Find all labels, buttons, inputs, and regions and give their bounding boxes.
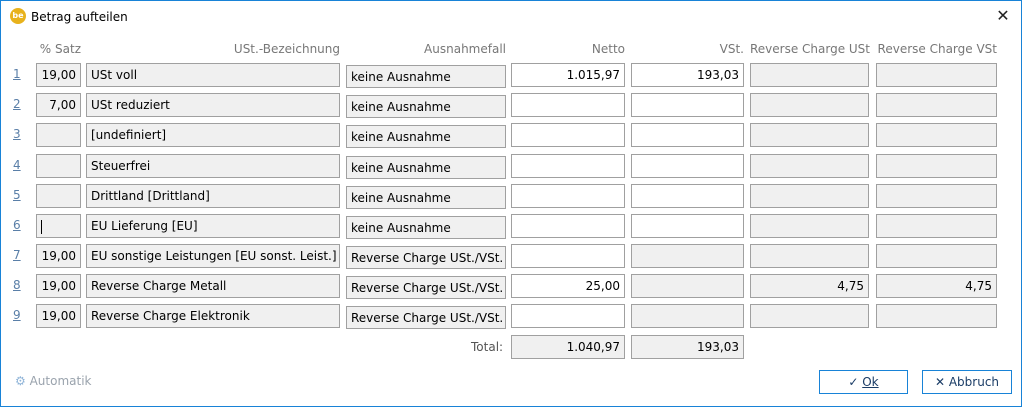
- field-ausnahme[interactable]: keine Ausnahme: [346, 65, 506, 88]
- field-bezeichnung: EU sonstige Leistungen [EU sonst. Leist.…: [86, 244, 340, 268]
- field-vst[interactable]: 193,03: [631, 63, 744, 87]
- field-rc-ust: [750, 244, 869, 268]
- field-netto[interactable]: [511, 214, 625, 238]
- header-netto: Netto: [591, 42, 625, 56]
- field-rc-vst: [876, 123, 997, 147]
- field-rc-ust: [750, 184, 869, 208]
- header-rc-ust: Reverse Charge USt: [749, 42, 870, 56]
- ok-label: Ok: [862, 375, 879, 389]
- header-satz: % Satz: [39, 42, 81, 56]
- cancel-x-icon: ✕: [934, 375, 946, 389]
- automatik-gear-icon: ⚙: [15, 374, 26, 388]
- field-netto[interactable]: [511, 304, 625, 328]
- field-vst: [631, 274, 744, 298]
- field-satz[interactable]: [36, 154, 81, 178]
- field-vst: [631, 244, 744, 268]
- field-ausnahme[interactable]: Reverse Charge USt./VSt.: [346, 246, 506, 269]
- field-rc-ust: [750, 214, 869, 238]
- check-icon: ✓: [848, 375, 859, 389]
- field-rc-vst: [876, 93, 997, 117]
- field-ausnahme[interactable]: keine Ausnahme: [346, 95, 506, 118]
- abbruch-button[interactable]: ✕ Abbruch: [922, 370, 1012, 394]
- row-index-link[interactable]: 3: [13, 127, 21, 141]
- header-vst: VSt.: [719, 42, 744, 56]
- field-rc-vst: [876, 184, 997, 208]
- text-caret: [41, 219, 42, 234]
- field-bezeichnung: USt reduziert: [86, 93, 340, 117]
- field-netto[interactable]: [511, 93, 625, 117]
- abbruch-label: Abbruch: [948, 375, 1000, 389]
- app-logo-icon: be: [10, 8, 26, 24]
- header-ausnahme: Ausnahmefall: [424, 42, 506, 56]
- field-rc-ust: [750, 93, 869, 117]
- row-index-link[interactable]: 4: [13, 158, 21, 172]
- field-ausnahme[interactable]: Reverse Charge USt./VSt.: [346, 306, 506, 329]
- field-netto[interactable]: [511, 184, 625, 208]
- field-ausnahme[interactable]: keine Ausnahme: [346, 216, 506, 239]
- field-bezeichnung: Drittland [Drittland]: [86, 184, 340, 208]
- automatik-label: Automatik: [29, 374, 92, 388]
- header-bezeichnung: USt.-Bezeichnung: [233, 42, 340, 56]
- field-rc-vst: 4,75: [876, 274, 997, 298]
- field-netto[interactable]: [511, 154, 625, 178]
- automatik-button[interactable]: ⚙ Automatik: [15, 374, 92, 388]
- field-bezeichnung: [undefiniert]: [86, 123, 340, 147]
- field-rc-ust: [750, 123, 869, 147]
- row-index-link[interactable]: 9: [13, 308, 21, 322]
- close-icon[interactable]: ✕: [996, 6, 1010, 25]
- header-rc-vst: Reverse Charge VSt: [877, 42, 997, 56]
- field-satz[interactable]: 19,00: [36, 63, 81, 87]
- field-satz[interactable]: 19,00: [36, 274, 81, 298]
- ok-button[interactable]: ✓ Ok: [819, 370, 908, 394]
- field-vst[interactable]: [631, 93, 744, 117]
- field-rc-ust: 4,75: [750, 274, 869, 298]
- field-vst[interactable]: [631, 184, 744, 208]
- total-vst: 193,03: [631, 335, 744, 359]
- row-index-link[interactable]: 1: [13, 67, 21, 81]
- field-rc-ust: [750, 154, 869, 178]
- field-netto[interactable]: 25,00: [511, 274, 625, 298]
- row-index-link[interactable]: 6: [13, 218, 21, 232]
- field-ausnahme[interactable]: Reverse Charge USt./VSt.: [346, 276, 506, 299]
- field-vst[interactable]: [631, 214, 744, 238]
- field-satz[interactable]: [36, 184, 81, 208]
- total-label: Total:: [471, 340, 504, 354]
- field-satz[interactable]: [36, 214, 81, 238]
- field-bezeichnung: EU Lieferung [EU]: [86, 214, 340, 238]
- field-ausnahme[interactable]: keine Ausnahme: [346, 186, 506, 209]
- field-ausnahme[interactable]: keine Ausnahme: [346, 125, 506, 148]
- field-rc-vst: [876, 214, 997, 238]
- total-netto: 1.040,97: [511, 335, 625, 359]
- field-bezeichnung: Steuerfrei: [86, 154, 340, 178]
- field-bezeichnung: USt voll: [86, 63, 340, 87]
- field-satz[interactable]: 19,00: [36, 244, 81, 268]
- field-netto[interactable]: [511, 244, 625, 268]
- field-netto[interactable]: [511, 123, 625, 147]
- row-index-link[interactable]: 2: [13, 97, 21, 111]
- field-rc-ust: [750, 63, 869, 87]
- field-rc-vst: [876, 154, 997, 178]
- field-rc-ust: [750, 304, 869, 328]
- field-satz[interactable]: 7,00: [36, 93, 81, 117]
- field-netto[interactable]: 1.015,97: [511, 63, 625, 87]
- field-vst[interactable]: [631, 123, 744, 147]
- field-vst[interactable]: [631, 154, 744, 178]
- field-rc-vst: [876, 63, 997, 87]
- field-vst: [631, 304, 744, 328]
- field-bezeichnung: Reverse Charge Elektronik: [86, 304, 340, 328]
- field-rc-vst: [876, 244, 997, 268]
- field-bezeichnung: Reverse Charge Metall: [86, 274, 340, 298]
- row-index-link[interactable]: 8: [13, 278, 21, 292]
- row-index-link[interactable]: 7: [13, 248, 21, 262]
- field-ausnahme[interactable]: keine Ausnahme: [346, 156, 506, 179]
- field-rc-vst: [876, 304, 997, 328]
- field-satz[interactable]: [36, 123, 81, 147]
- row-index-link[interactable]: 5: [13, 188, 21, 202]
- window-title: Betrag aufteilen: [31, 10, 128, 24]
- field-satz[interactable]: 19,00: [36, 304, 81, 328]
